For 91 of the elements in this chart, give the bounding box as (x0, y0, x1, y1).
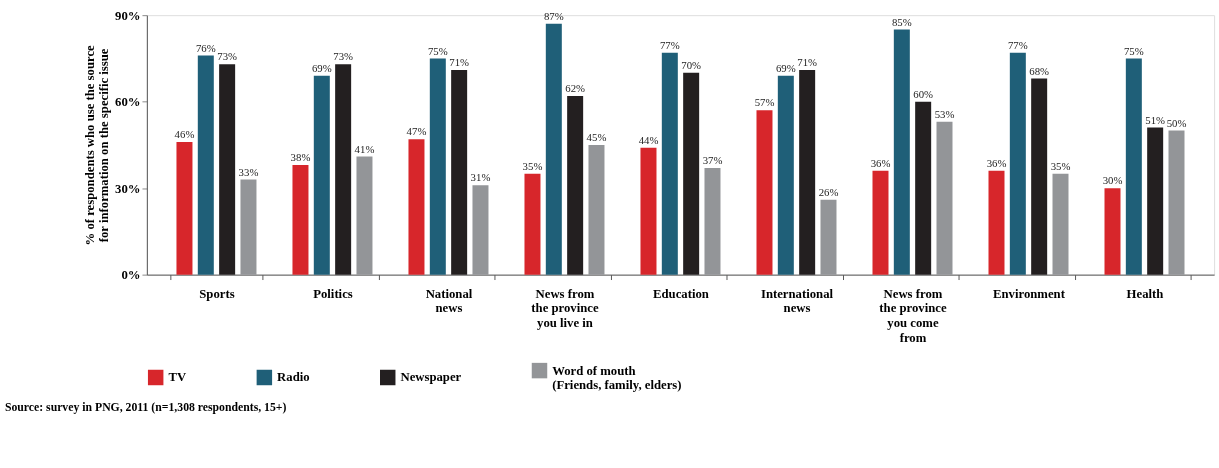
data-label: 35% (1050, 159, 1071, 172)
bar (240, 179, 257, 275)
bar (313, 75, 330, 275)
bar (893, 29, 910, 275)
bar (545, 23, 562, 275)
data-label: 77% (1007, 38, 1028, 51)
bar (640, 147, 657, 275)
bar (219, 64, 236, 275)
data-label: 41% (354, 142, 375, 155)
data-label: 57% (754, 96, 775, 109)
bar (567, 95, 584, 275)
bar (704, 167, 721, 275)
x-tick-label: Health (1126, 286, 1164, 301)
bar (1147, 127, 1164, 275)
data-label: 69% (311, 61, 332, 74)
bar (472, 185, 489, 275)
bar (683, 72, 700, 275)
data-label: 75% (427, 44, 448, 57)
data-label: 50% (1166, 116, 1187, 129)
data-label: 71% (449, 56, 470, 69)
bar (588, 144, 605, 275)
data-label: 36% (870, 156, 891, 169)
data-label: 62% (565, 81, 586, 94)
bar (988, 170, 1005, 275)
data-label: 53% (934, 107, 955, 120)
data-label: 46% (174, 128, 195, 141)
legend-label: Radio (277, 370, 310, 385)
y-tick-label: 60% (115, 95, 141, 110)
y-tick-label: 90% (115, 8, 141, 23)
x-tick-label: Environment (993, 286, 1066, 301)
bar (451, 69, 468, 275)
bar (292, 165, 309, 275)
data-label: 77% (659, 38, 680, 51)
x-tick-label: Education (653, 286, 709, 301)
data-label: 69% (775, 61, 796, 74)
bar (915, 101, 932, 275)
data-label: 31% (470, 171, 491, 184)
data-label: 26% (818, 185, 839, 198)
x-tick-label: Sports (199, 286, 235, 301)
legend-label: Newspaper (400, 370, 462, 385)
data-label: 75% (1123, 44, 1144, 57)
data-label: 44% (638, 133, 659, 146)
bar (872, 170, 889, 275)
data-label: 85% (891, 15, 912, 28)
data-label: 76% (195, 41, 216, 54)
y-tick-label: 0% (121, 268, 141, 283)
bar (335, 64, 352, 275)
bar (1125, 58, 1142, 275)
bar (408, 139, 425, 275)
data-label: 37% (702, 154, 723, 167)
bar (524, 173, 541, 275)
bar (1168, 130, 1185, 275)
data-label: 30% (1102, 174, 1123, 187)
bar (820, 199, 837, 275)
x-tick-label: News from the province you live in (531, 286, 599, 331)
data-label: 35% (522, 159, 543, 172)
data-label: 70% (681, 58, 702, 71)
bar (799, 69, 816, 275)
y-tick-label: 30% (115, 181, 141, 196)
bar (756, 110, 773, 275)
bar (936, 121, 953, 275)
bar (777, 75, 794, 275)
data-label: 47% (406, 125, 427, 138)
y-axis-title: % of respondents who use the source for information on the specific issue (82, 44, 112, 246)
x-tick-label: News from the province you come from (879, 286, 947, 345)
data-label: 71% (797, 56, 818, 69)
data-label: 38% (290, 151, 311, 164)
data-label: 51% (1145, 113, 1166, 126)
legend-label: TV (168, 370, 187, 385)
bar (1104, 188, 1121, 275)
bar (1052, 173, 1069, 275)
data-label: 87% (543, 9, 564, 22)
bar (1009, 52, 1026, 275)
bar (197, 55, 214, 275)
data-label: 36% (986, 156, 1007, 169)
bar (429, 58, 446, 275)
x-tick-label: Politics (313, 286, 353, 301)
data-label: 33% (238, 165, 259, 178)
x-tick-label: International news (760, 286, 834, 316)
data-label: 60% (913, 87, 934, 100)
legend-label: Word of mouth (Friends, family, elders) (552, 363, 682, 393)
data-label: 73% (217, 50, 238, 63)
data-label: 45% (586, 130, 607, 143)
data-label: 73% (333, 50, 354, 63)
bar (661, 52, 678, 275)
bar (356, 156, 373, 275)
bar (1031, 78, 1048, 275)
data-label: 68% (1029, 64, 1050, 77)
source-note: Source: survey in PNG, 2011 (n=1,308 respondents, 15+) (4, 400, 287, 414)
x-tick-label: National news (425, 286, 473, 316)
bar (176, 142, 193, 275)
